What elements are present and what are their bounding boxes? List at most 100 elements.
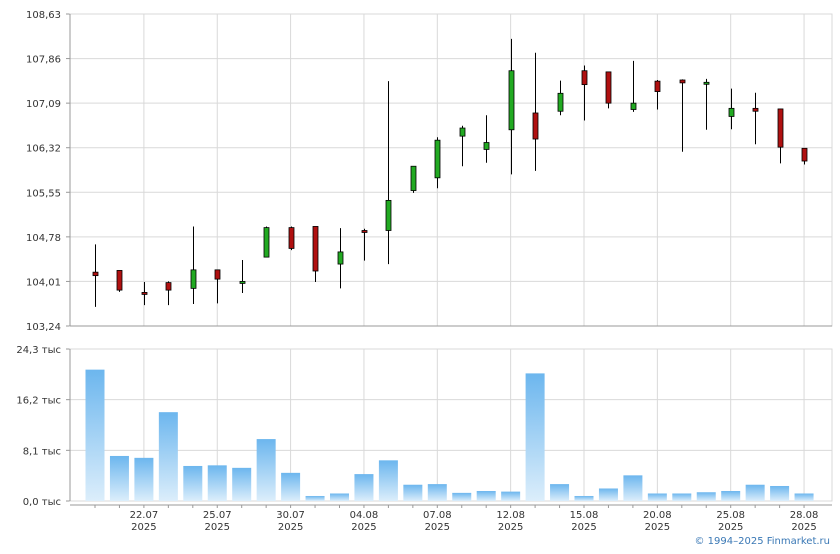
candle [263, 226, 270, 258]
candle-body [630, 102, 637, 110]
candle [312, 226, 319, 283]
volume-bar [281, 472, 301, 501]
candle [777, 108, 784, 164]
candle-body [214, 269, 221, 280]
candle-body [434, 139, 441, 179]
x-tick-label-date: 04.08 [350, 510, 379, 521]
candle [288, 226, 295, 251]
candle-body [508, 70, 515, 131]
x-tick-label-year: 2025 [278, 522, 303, 533]
candle [581, 65, 588, 121]
x-tick-label-year: 2025 [205, 522, 230, 533]
candle-body [410, 165, 417, 191]
candle-body [654, 80, 661, 92]
volume-bar [794, 493, 814, 501]
candle [630, 60, 637, 112]
volume-bar [183, 465, 203, 501]
volume-bar [427, 484, 447, 501]
x-tick-label-year: 2025 [351, 522, 376, 533]
candle-body [532, 112, 539, 140]
price-tick-label: 106,32 [26, 144, 61, 155]
candle-body [263, 227, 270, 258]
x-tick-label-year: 2025 [645, 522, 670, 533]
x-tick-label-date: 30.07 [276, 510, 305, 521]
candle [116, 270, 123, 292]
candle [728, 88, 735, 130]
candle [410, 165, 417, 193]
candle [459, 125, 466, 167]
candle [557, 80, 564, 116]
volume-bar [134, 457, 154, 501]
x-tick-label-date: 12.08 [496, 510, 525, 521]
volume-bar [232, 467, 252, 501]
x-tick-label-year: 2025 [791, 522, 816, 533]
x-axis: 22.07202525.07202530.07202504.08202507.0… [70, 504, 832, 533]
candle [679, 79, 686, 152]
candle-body [239, 281, 246, 284]
volume-bar [598, 488, 618, 501]
volume-bar [672, 493, 692, 501]
volume-bar [696, 492, 716, 501]
price-tick-label: 105,55 [26, 188, 61, 199]
volume-bar [330, 493, 349, 501]
x-tick-label-year: 2025 [718, 522, 743, 533]
candle [801, 147, 808, 165]
volume-bar [647, 493, 667, 501]
candle-body [703, 81, 710, 85]
candle-body [557, 92, 564, 112]
volume-bar [550, 484, 570, 501]
volume-bar [623, 475, 643, 501]
candle-body [483, 142, 490, 150]
candle-body [337, 251, 344, 265]
candle-body [777, 108, 784, 148]
candle-body [312, 226, 319, 272]
candle [385, 81, 392, 265]
candle-body [752, 107, 759, 112]
volume-bar [305, 495, 325, 501]
x-tick-label-date: 25.07 [203, 510, 232, 521]
volume-tick-label: 24,3 тыс [16, 345, 61, 356]
copyright-text[interactable]: © 1994–2025 Finmarket.ru [694, 536, 830, 547]
candle-body [385, 199, 392, 231]
volume-tick-label: 16,2 тыс [16, 396, 61, 407]
volume-bar [109, 455, 129, 501]
candle-body [801, 147, 808, 162]
volume-bar [721, 490, 741, 501]
candle [752, 92, 759, 145]
candle [703, 78, 710, 130]
candle-body [581, 70, 588, 86]
price-tick-label: 108,63 [26, 10, 61, 21]
volume-bar [256, 439, 276, 501]
candle [654, 79, 661, 110]
candle-body [459, 127, 466, 137]
price-frame [69, 13, 833, 327]
volume-bar [452, 492, 472, 501]
candle [605, 71, 612, 109]
candle [483, 115, 490, 163]
price-panel: 108,63 107,86 107,09 106,32 105,55 104,78 104,… [26, 10, 833, 333]
volume-panel: 24,3 тыс 16,2 тыс 8,1 тыс 0,0 тыс [16, 345, 833, 508]
price-tick-label: 107,86 [26, 55, 61, 66]
candle [361, 228, 368, 261]
volume-bar [574, 495, 594, 501]
candle [434, 137, 441, 189]
volume-bar [476, 490, 496, 501]
candle [239, 260, 246, 294]
volume-bar [207, 465, 227, 501]
x-tick-label-year: 2025 [498, 522, 523, 533]
x-tick-label-date: 15.08 [570, 510, 599, 521]
candle [190, 226, 197, 305]
volume-bar [770, 485, 790, 501]
candle-body [116, 270, 123, 291]
volume-bar [378, 460, 398, 501]
candle-body [288, 227, 295, 249]
candle [165, 281, 172, 306]
price-tick-label: 104,78 [26, 233, 61, 244]
candle [92, 244, 99, 307]
candle [141, 282, 148, 306]
candle-body [361, 230, 368, 233]
candle [532, 52, 539, 171]
candle-body [190, 269, 197, 289]
